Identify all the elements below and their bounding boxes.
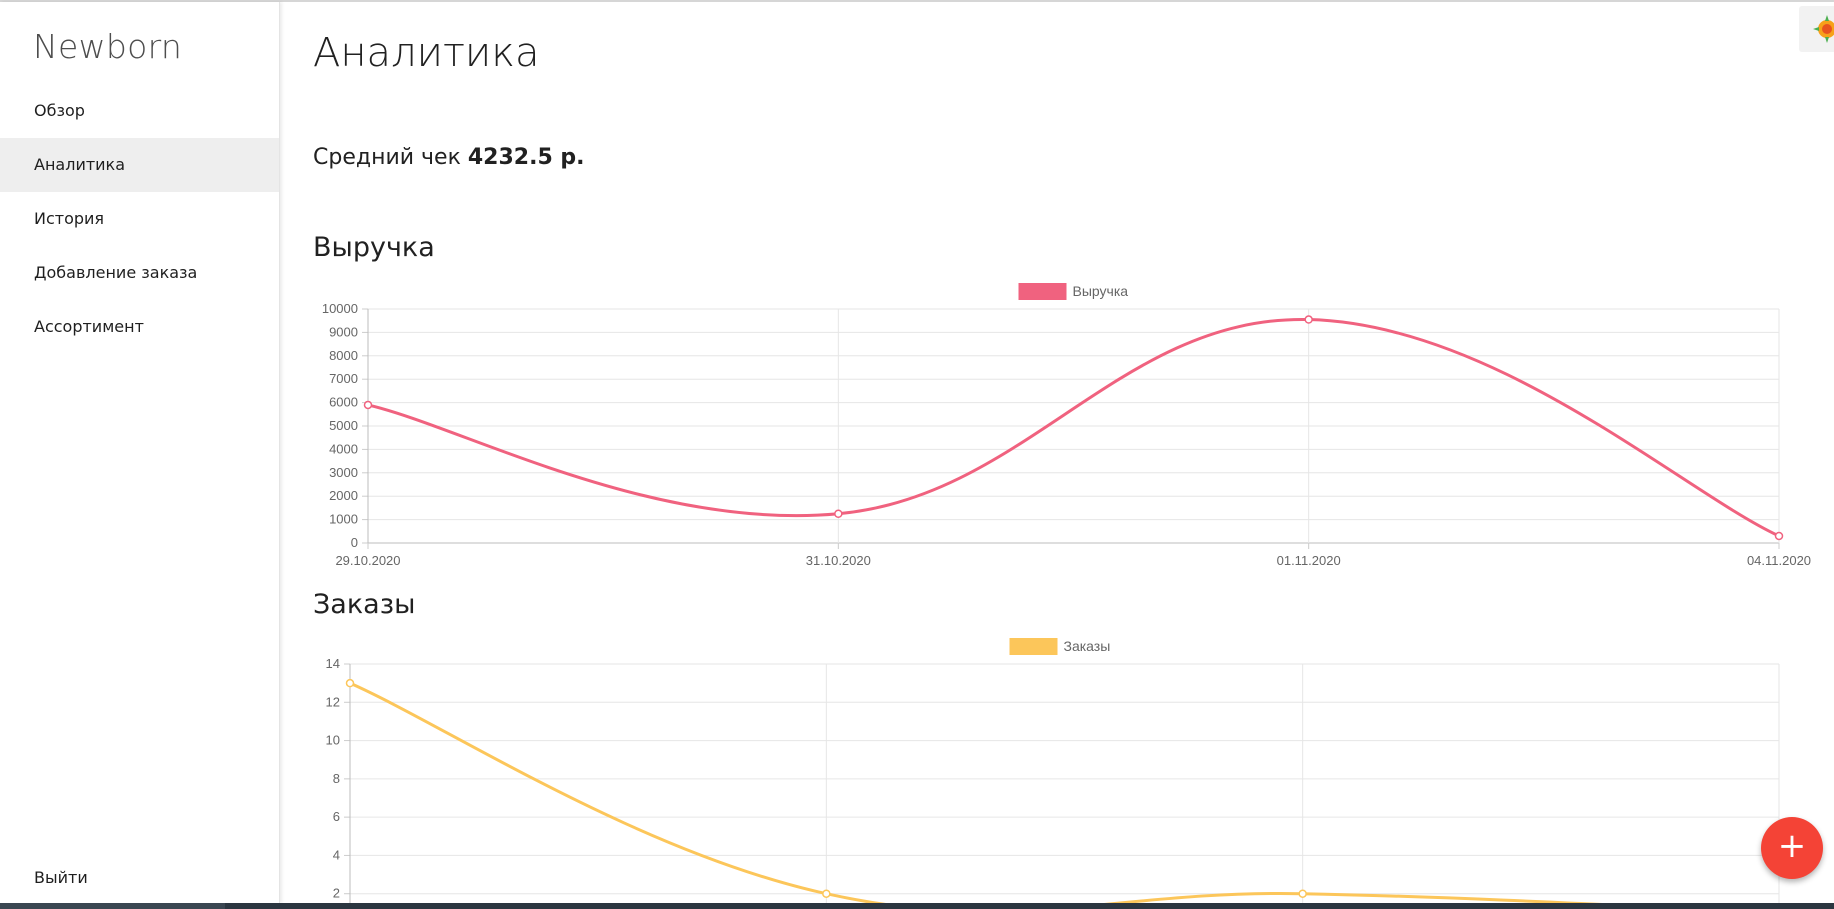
y-tick-label: 8000 — [329, 348, 358, 363]
revenue-chart: Выручка 0 1000 2000 3000 4000 5000 6000 7000 8000… — [322, 283, 1811, 568]
series-line — [367, 318, 1780, 538]
extension-badge[interactable] — [1799, 6, 1834, 52]
y-tick-label: 14 — [326, 656, 340, 671]
x-tick-label: 29.10.2020 — [335, 553, 400, 568]
average-check: Средний чек 4232.5 р. — [313, 145, 585, 170]
top-border — [0, 0, 1834, 2]
y-tick-label: 5000 — [329, 418, 358, 433]
sidebar-item-history[interactable]: История — [34, 209, 105, 228]
y-tick-label: 9000 — [329, 324, 358, 339]
y-tick-label: 3000 — [329, 465, 358, 480]
legend-label: Выручка — [1073, 283, 1129, 299]
x-tick-label: 01.11.2020 — [1277, 553, 1341, 568]
legend-swatch — [1009, 638, 1058, 655]
y-tick-label: 4 — [333, 847, 340, 862]
main-content: Аналитика Средний чек 4232.5 р. Выручка … — [280, 2, 1834, 903]
average-check-label: Средний чек — [313, 145, 461, 170]
sidebar-item-overview[interactable]: Обзор — [34, 101, 85, 120]
orders-title: Заказы — [313, 589, 416, 620]
add-button[interactable]: + — [1761, 817, 1823, 879]
legend-swatch — [1018, 283, 1067, 300]
sidebar: Newborn Обзор Аналитика История Добавлен… — [0, 2, 280, 903]
y-tick-label: 2 — [333, 886, 340, 901]
y-tick-label: 6 — [333, 809, 340, 824]
data-point — [1298, 889, 1307, 898]
y-tick-label: 0 — [351, 535, 358, 550]
y-tick-label: 6000 — [329, 395, 358, 410]
x-tick-label: 04.11.2020 — [1747, 553, 1811, 568]
average-check-value: 4232.5 р. — [467, 145, 585, 170]
brand-logo: Newborn — [33, 27, 183, 66]
sidebar-item-add-order[interactable]: Добавление заказа — [34, 263, 198, 282]
legend-label: Заказы — [1064, 638, 1111, 654]
y-tick-label: 1000 — [329, 512, 358, 527]
sidebar-item-analytics[interactable]: Аналитика — [0, 138, 279, 192]
sidebar-item-assortment[interactable]: Ассортимент — [34, 317, 144, 336]
x-tick-label: 31.10.2020 — [806, 553, 871, 568]
sun-icon — [1813, 15, 1834, 43]
data-point — [1774, 531, 1784, 541]
y-tick-label: 4000 — [329, 441, 358, 456]
data-point — [1304, 315, 1313, 324]
sidebar-nav: Обзор Аналитика История Добавление заказ… — [0, 84, 279, 354]
data-point — [345, 678, 355, 688]
y-tick-label: 8 — [333, 771, 340, 786]
data-point — [834, 509, 843, 518]
orders-chart: Заказы 2 4 6 8 10 12 14 — [326, 638, 1780, 903]
y-tick-label: 7000 — [329, 371, 358, 386]
taskbar-strip — [0, 903, 1834, 909]
data-point — [363, 400, 373, 410]
y-tick-label: 12 — [326, 694, 340, 709]
y-tick-label: 2000 — [329, 488, 358, 503]
y-tick-label: 10000 — [322, 301, 358, 316]
y-tick-label: 10 — [326, 733, 340, 748]
page-title: Аналитика — [313, 30, 540, 76]
logout-link[interactable]: Выйти — [34, 868, 88, 887]
revenue-title: Выручка — [313, 232, 435, 263]
series-line — [349, 681, 1603, 903]
data-point — [822, 889, 831, 898]
